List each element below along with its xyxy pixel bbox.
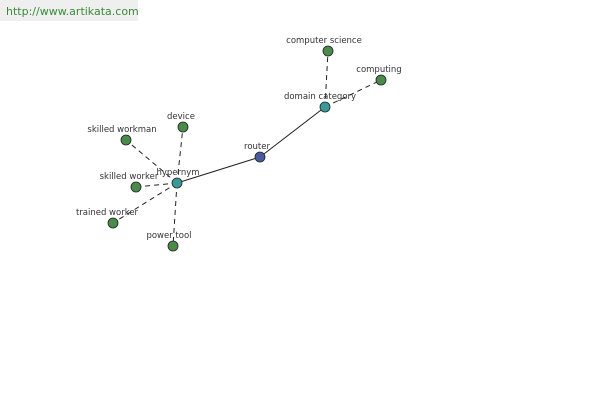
edges [112, 50, 382, 247]
node-label: router [244, 142, 270, 152]
node-label: skilled workman [87, 125, 156, 135]
url-banner [0, 0, 138, 21]
node[interactable] [107, 217, 119, 229]
node[interactable] [322, 45, 334, 57]
edge [176, 156, 261, 184]
edge [324, 79, 382, 108]
node-label: computing [356, 65, 401, 75]
node[interactable] [254, 151, 266, 163]
node-label: hypernym [156, 168, 199, 178]
node-label: domain category [284, 92, 356, 102]
node[interactable] [375, 74, 387, 86]
edge [324, 50, 329, 108]
node-label: device [167, 112, 195, 122]
nodes: router hypernym domain category computer… [76, 36, 402, 252]
edge [259, 106, 326, 158]
url[interactable]: http://www.artikata.com [6, 5, 139, 18]
node[interactable] [319, 101, 331, 113]
edge [125, 139, 178, 184]
node[interactable] [177, 121, 189, 133]
node-label: power tool [146, 231, 191, 241]
node[interactable] [167, 240, 179, 252]
edge [172, 182, 178, 247]
node-label: computer science [286, 36, 362, 46]
edge [176, 126, 184, 184]
edge [112, 182, 178, 224]
node[interactable] [120, 134, 132, 146]
edge [135, 182, 178, 188]
node-label: trained worker [76, 208, 139, 218]
node[interactable] [130, 181, 142, 193]
node-label: skilled worker [100, 172, 159, 182]
node[interactable] [171, 177, 183, 189]
